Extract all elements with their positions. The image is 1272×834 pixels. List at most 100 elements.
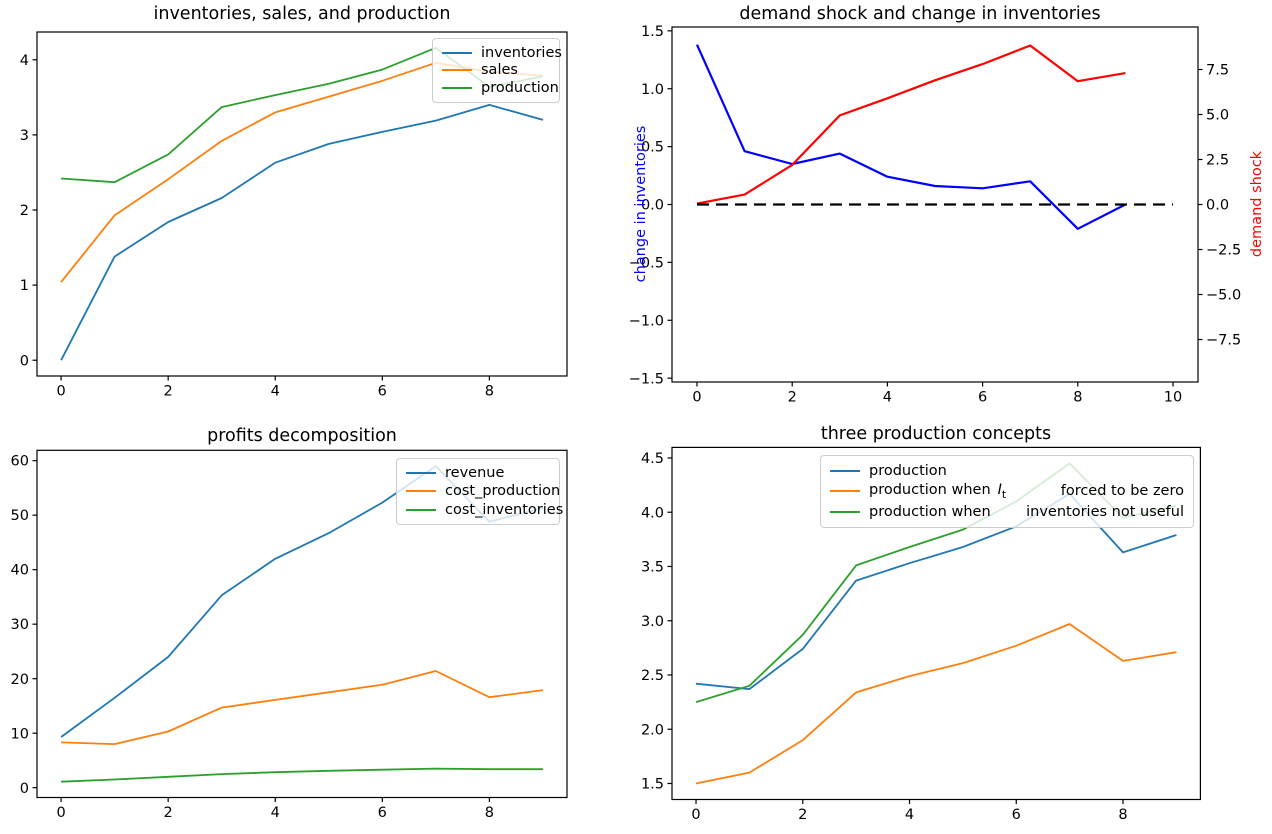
y-tick-label: 0.0: [641, 198, 664, 214]
x-tick-label: 0: [56, 805, 65, 821]
x-tick-label: 6: [1012, 807, 1021, 823]
legend-item-production-zero-inventories: production when It forced to be zero: [830, 482, 1184, 501]
right-y-tick-label: 7.5: [1206, 63, 1229, 79]
y-tick-label: 2: [20, 203, 29, 219]
x-tick-label: 0: [692, 390, 701, 406]
x-tick-label: 0: [56, 384, 65, 400]
legend-line-swatch-inventories: [442, 51, 472, 54]
legend-label-production: production: [481, 80, 559, 97]
x-tick-label: 6: [378, 805, 387, 821]
legend-label-inventories: inventories: [481, 44, 562, 61]
legend-item-cost-inventories: cost_inventories: [406, 502, 563, 518]
legend-item-cost-production: cost_production: [406, 483, 560, 499]
legend-item-revenue: revenue: [406, 465, 550, 481]
legend-label-production-zero-inventories: production when It: [869, 482, 1007, 501]
y-tick-label: −0.5: [629, 255, 664, 271]
y-tick-label: 20: [11, 672, 29, 688]
y-tick-label: 1.0: [641, 82, 664, 98]
x-tick-label: 8: [1118, 807, 1127, 823]
series-line-demand-shock: [696, 44, 1126, 205]
series-line-change-in-inventories: [695, 44, 1126, 230]
legend-item-inventories: inventories: [442, 45, 562, 61]
chart1-title: inventories, sales, and production: [153, 4, 451, 24]
chart3-legend: revenue cost_production cost_inventories: [396, 458, 563, 525]
legend-line-swatch-production: [442, 87, 472, 90]
math-var-I: I: [997, 482, 1002, 499]
legend-line-swatch-cost-inventories: [406, 508, 436, 511]
y-tick-label: 4: [20, 53, 29, 69]
axes-frame-three-production-concepts: [671, 446, 1202, 801]
chart2-title: demand shock and change in inventories: [739, 4, 1101, 24]
chart2-right-axis-label: demand shock: [1249, 150, 1265, 258]
y-tick-label: 3: [20, 128, 29, 144]
x-tick-label: 6: [378, 384, 387, 400]
legend-label-production: production: [869, 462, 947, 479]
right-y-tick-label: 5.0: [1206, 108, 1229, 124]
x-tick-label: 8: [485, 805, 494, 821]
legend-item-production-no-inventories: production when inventories not useful: [830, 504, 1184, 520]
legend-line-swatch-production: [830, 469, 860, 472]
legend-line-swatch-production-no-inventories: [830, 511, 860, 514]
y-tick-label: 40: [11, 563, 29, 579]
legend-item-sales: sales: [442, 62, 550, 78]
x-tick-label: 4: [271, 805, 280, 821]
x-tick-label: 4: [883, 390, 892, 406]
y-tick-label: 1.5: [641, 777, 664, 793]
series-line-cost-production: [61, 670, 544, 745]
series-line-inventories: [60, 104, 544, 361]
x-tick-label: 4: [905, 807, 914, 823]
legend-label-cost-inventories: cost_inventories: [445, 501, 564, 518]
y-tick-label: 0: [20, 353, 29, 369]
legend-line-swatch-sales: [442, 69, 472, 72]
x-tick-label: 2: [164, 384, 173, 400]
legend-label-forced-to-be-zero: forced to be zero: [1060, 483, 1184, 500]
axes-frame-inv-sales-prod: [36, 31, 568, 377]
chart3-title: profits decomposition: [207, 426, 397, 446]
y-tick-label: 0.5: [641, 140, 664, 156]
legend-line-swatch-production-zero-inventories: [830, 490, 860, 493]
right-y-tick-label: −7.5: [1206, 333, 1241, 349]
right-y-tick-label: 2.5: [1206, 153, 1229, 169]
y-tick-label: 3.0: [641, 614, 664, 630]
y-tick-label: −1.5: [629, 371, 664, 387]
x-tick-label: 8: [1073, 390, 1082, 406]
chart4-legend: production production when It forced to b…: [820, 455, 1194, 528]
y-tick-label: −1.0: [629, 313, 664, 329]
legend-label-production-no-inventories: production when: [869, 504, 991, 521]
legend-label-cost-production: cost_production: [445, 483, 561, 500]
y-tick-label: 30: [11, 617, 29, 633]
y-tick-label: 10: [11, 726, 29, 742]
y-tick-label: 4.0: [641, 505, 664, 521]
legend-label-inventories-not-useful: inventories not useful: [1026, 504, 1184, 521]
right-y-tick-label: −5.0: [1206, 288, 1241, 304]
x-tick-label: 2: [798, 807, 807, 823]
x-tick-label: 4: [271, 384, 280, 400]
series-line-cost-inventories: [61, 767, 543, 783]
legend-line-swatch-revenue: [406, 472, 436, 475]
y-tick-label: 3.5: [641, 560, 664, 576]
x-tick-label: 2: [164, 805, 173, 821]
x-tick-label: 6: [978, 390, 987, 406]
y-tick-label: 1: [20, 278, 29, 294]
y-tick-label: 1.5: [641, 24, 664, 40]
x-tick-label: 8: [485, 384, 494, 400]
y-tick-label: 0: [20, 781, 29, 797]
y-tick-label: 2.5: [641, 668, 664, 684]
legend-label-sales: sales: [481, 62, 518, 79]
legend-line-swatch-cost-production: [406, 490, 436, 493]
chart1-legend: inventories sales production: [432, 38, 562, 103]
legend-item-production: production: [830, 463, 1184, 479]
right-y-tick-label: −2.5: [1206, 243, 1241, 259]
y-tick-label: 60: [11, 454, 29, 470]
math-sub-t: t: [1001, 487, 1007, 501]
series-line-production-when-it-forced-to-be-zero: [695, 623, 1177, 785]
x-tick-label: 0: [691, 807, 700, 823]
x-tick-label: 2: [788, 390, 797, 406]
y-tick-label: 2.0: [641, 722, 664, 738]
y-tick-label: 4.5: [641, 451, 664, 467]
y-tick-label: 50: [11, 508, 29, 524]
chart4-title: three production concepts: [820, 424, 1052, 444]
right-y-tick-label: 0.0: [1206, 198, 1229, 214]
